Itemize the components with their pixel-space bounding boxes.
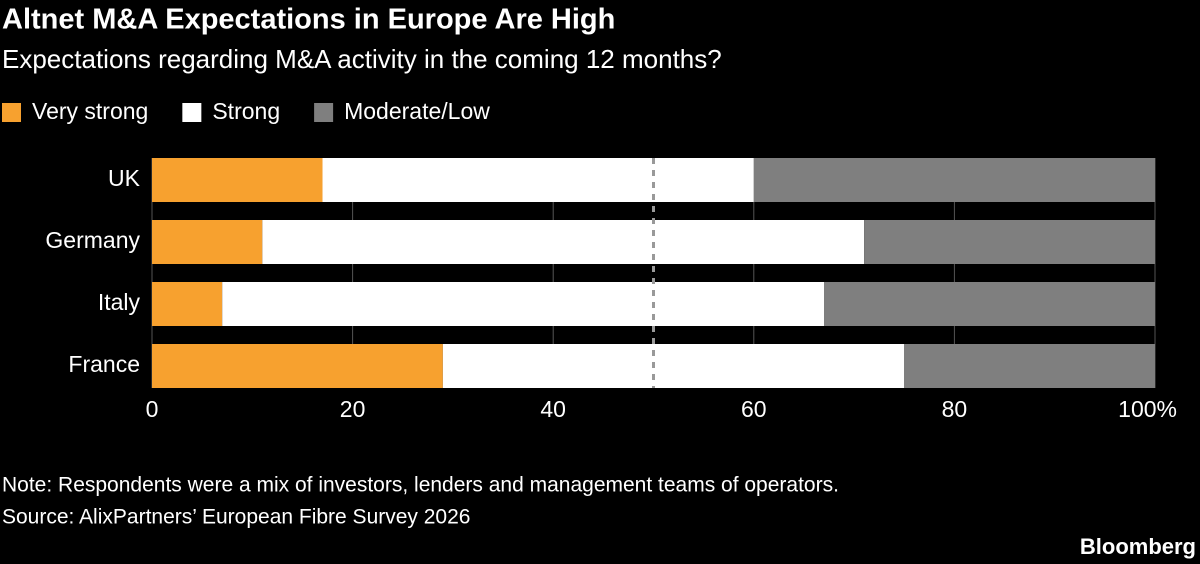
bar-segment <box>152 282 223 326</box>
y-tick-label: UK <box>108 165 141 191</box>
y-tick-label: Italy <box>98 289 141 315</box>
bar-segment <box>152 158 323 202</box>
bar-segment <box>152 220 263 264</box>
x-tick-label: 80 <box>942 396 968 422</box>
bar-segment <box>322 158 754 202</box>
source: Source: AlixPartners’ European Fibre Sur… <box>2 506 470 529</box>
legend-label: Very strong <box>32 98 148 124</box>
y-tick-label: Germany <box>45 227 140 253</box>
x-tick-label: 20 <box>340 396 366 422</box>
bar-segment <box>442 344 905 388</box>
chart-title: Altnet M&A Expectations in Europe Are Hi… <box>2 4 615 36</box>
x-tick-label: 100% <box>1118 396 1177 422</box>
note: Note: Respondents were a mix of investor… <box>2 474 839 497</box>
legend-label: Moderate/Low <box>344 98 490 124</box>
x-tick-label: 0 <box>146 396 159 422</box>
bar-segment <box>864 220 1155 264</box>
bar-segment <box>824 282 1155 326</box>
legend-swatch <box>182 103 202 122</box>
brand: Bloomberg <box>1080 534 1196 559</box>
legend-swatch <box>2 103 21 122</box>
bar-segment <box>904 344 1155 388</box>
chart-subtitle: Expectations regarding M&A activity in t… <box>2 44 722 74</box>
x-tick-label: 40 <box>540 396 566 422</box>
bar-segment <box>753 158 1155 202</box>
bar-segment <box>262 220 865 264</box>
legend-swatch <box>314 103 334 122</box>
bar-segment <box>152 344 443 388</box>
x-tick-label: 60 <box>741 396 767 422</box>
bar-segment <box>222 282 825 326</box>
legend-label: Strong <box>212 98 280 124</box>
y-tick-label: France <box>68 351 140 377</box>
